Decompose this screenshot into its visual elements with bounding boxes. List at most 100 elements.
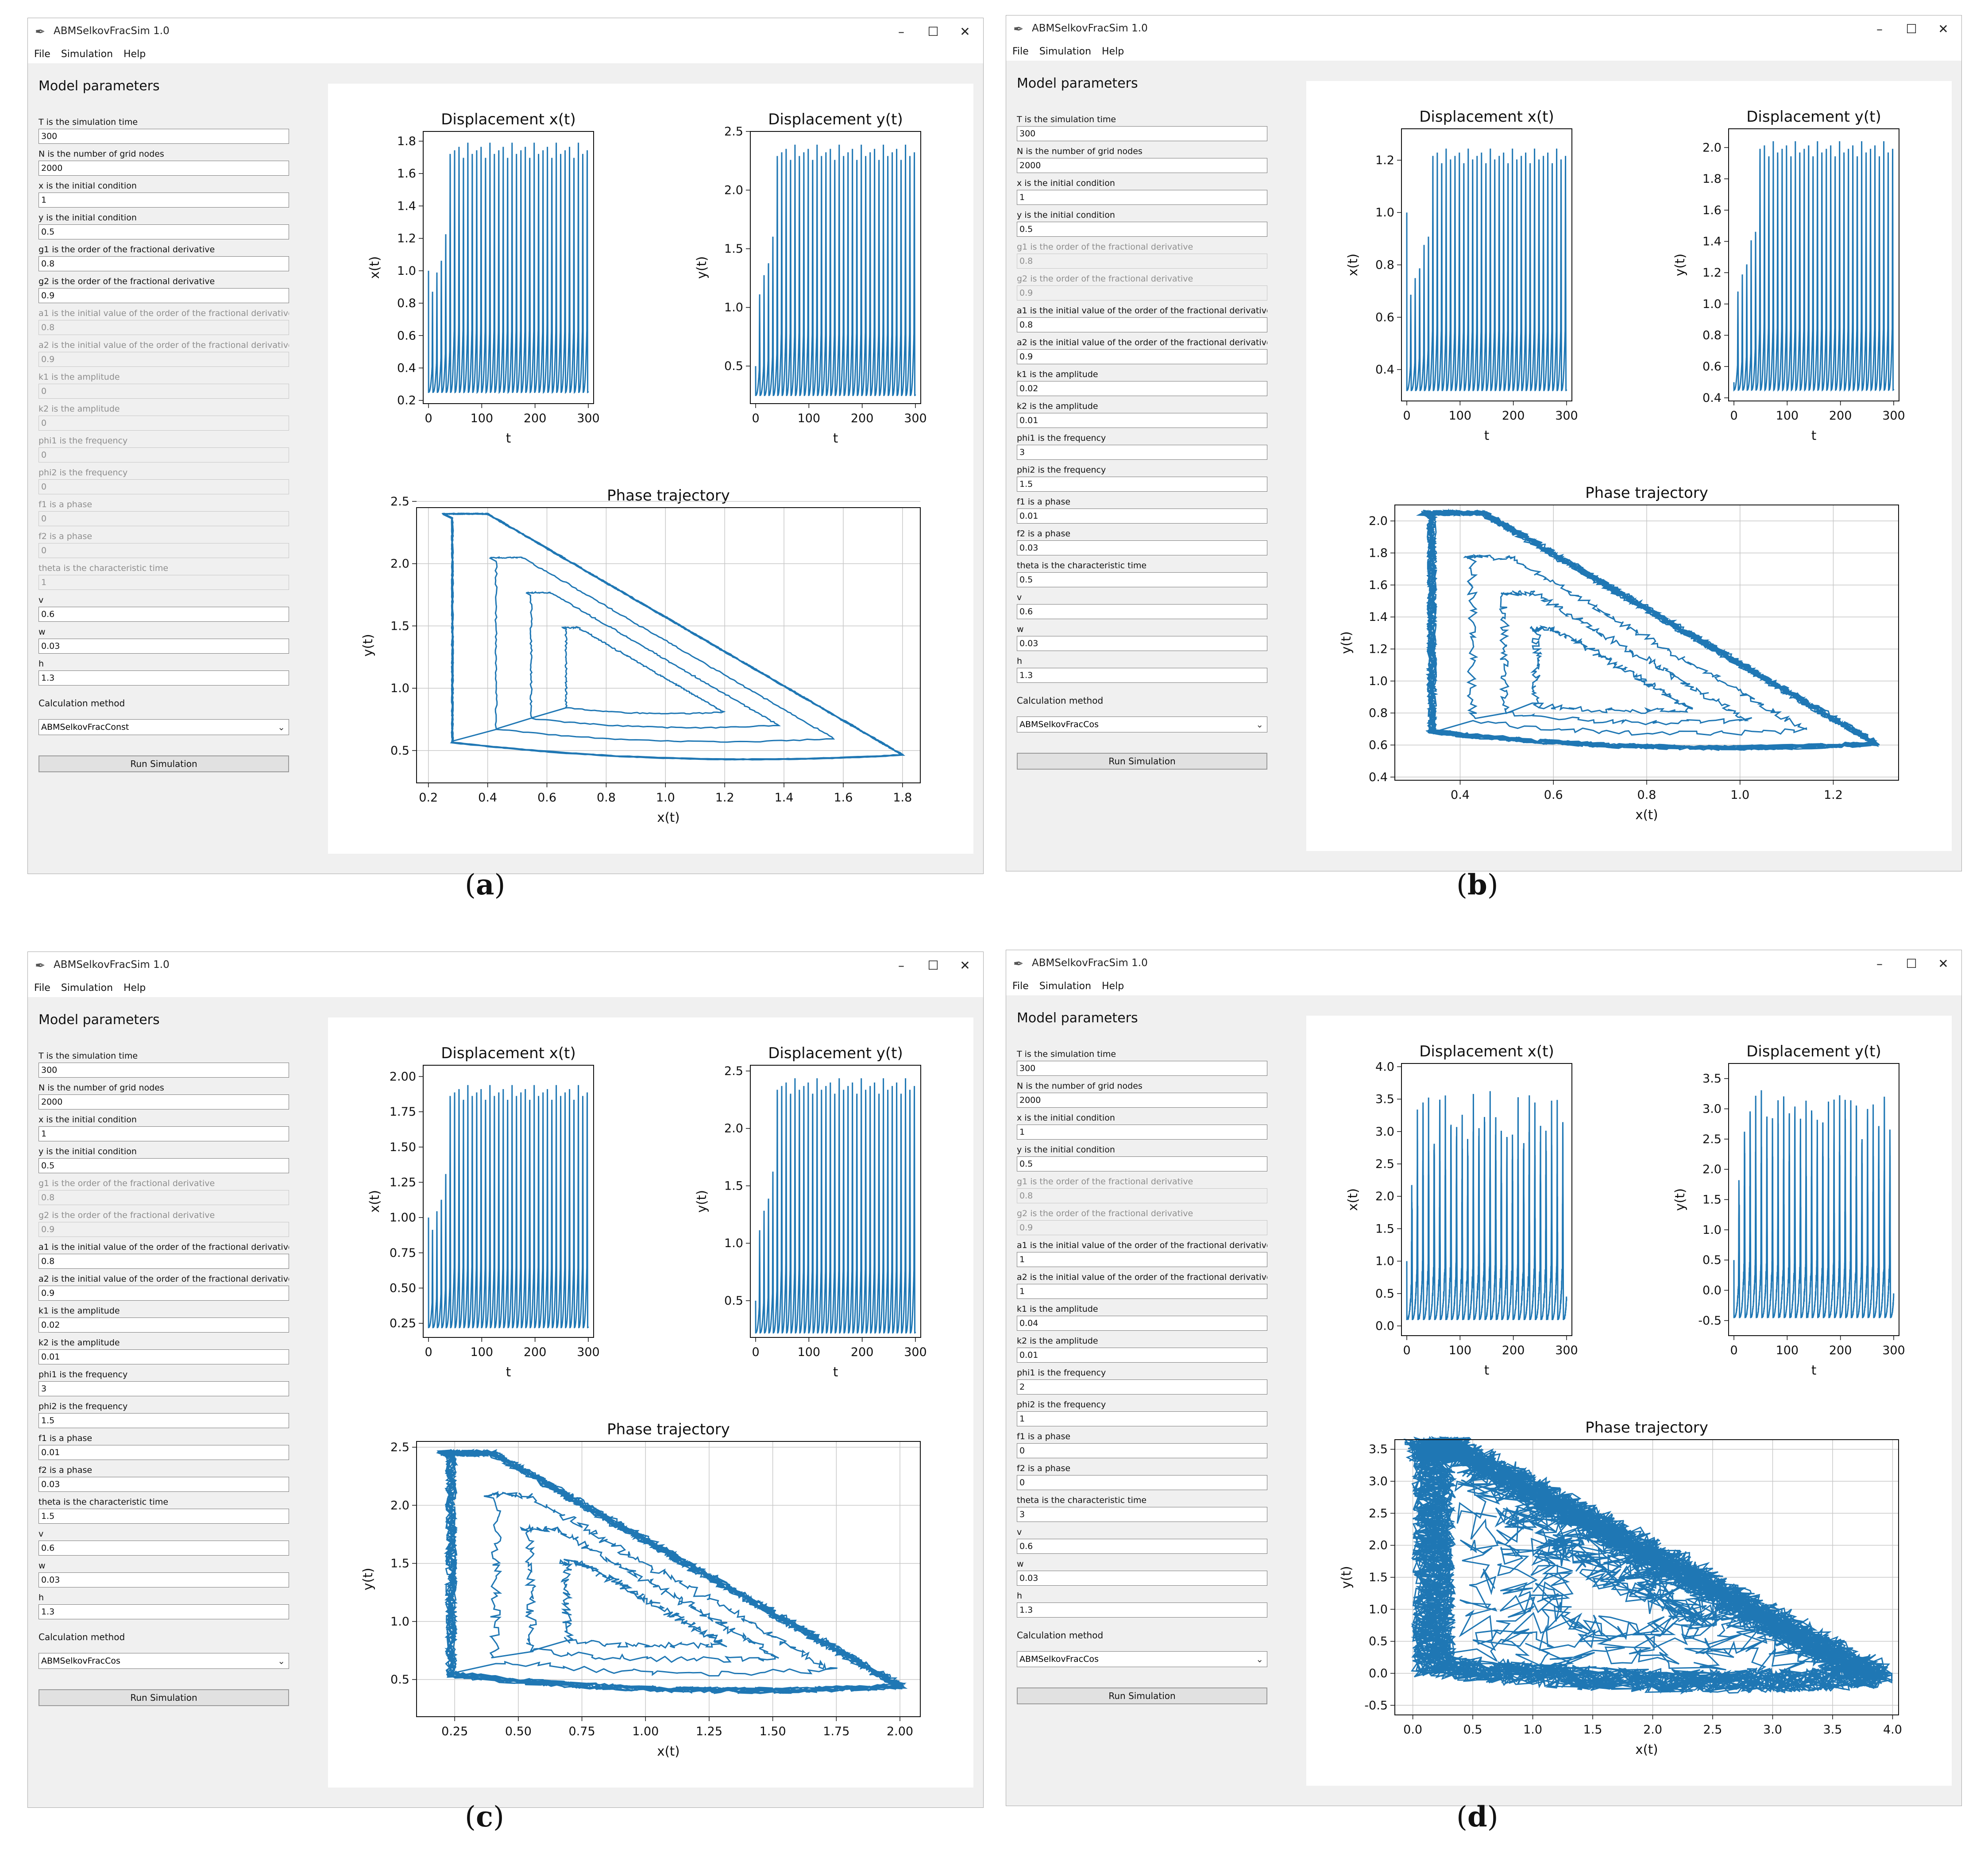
parameter-input[interactable]: 0.01: [1017, 1348, 1267, 1363]
caption-open: (: [465, 1801, 476, 1834]
parameter-input[interactable]: 0.03: [39, 639, 289, 654]
parameter-input[interactable]: 0.9: [39, 1286, 289, 1301]
calculation-method-select[interactable]: ABMSelkovFracConst ⌄: [39, 719, 289, 735]
parameter-input[interactable]: 0.6: [1017, 1539, 1267, 1554]
close-button[interactable]: ✕: [960, 24, 970, 39]
parameter-input[interactable]: 2000: [1017, 158, 1267, 173]
parameter-input[interactable]: 2: [1017, 1379, 1267, 1395]
parameter-input[interactable]: 0.5: [1017, 1156, 1267, 1171]
minimize-button[interactable]: –: [898, 24, 904, 39]
run-simulation-button[interactable]: Run Simulation: [39, 755, 289, 772]
parameter-input[interactable]: 0.9: [1017, 349, 1267, 364]
parameter-input[interactable]: 0.8: [39, 1254, 289, 1269]
parameter-input[interactable]: 300: [1017, 126, 1267, 141]
maximize-button[interactable]: ☐: [1906, 22, 1917, 36]
x-tick-label: 200: [1829, 1344, 1852, 1357]
parameter-input[interactable]: 1: [1017, 1411, 1267, 1426]
run-simulation-button[interactable]: Run Simulation: [1017, 753, 1267, 770]
menu-file[interactable]: File: [34, 49, 50, 60]
parameter-input[interactable]: 300: [39, 129, 289, 144]
run-simulation-button[interactable]: Run Simulation: [1017, 1687, 1267, 1704]
maximize-button[interactable]: ☐: [1906, 956, 1917, 971]
parameter-input[interactable]: 0.01: [1017, 413, 1267, 428]
parameter-input[interactable]: 1.5: [39, 1413, 289, 1428]
parameter-input[interactable]: 0.02: [1017, 381, 1267, 396]
minimize-button[interactable]: –: [1876, 22, 1883, 36]
menu-help[interactable]: Help: [1102, 981, 1124, 992]
minimize-button[interactable]: –: [1876, 956, 1883, 971]
close-button[interactable]: ✕: [960, 958, 970, 973]
close-button[interactable]: ✕: [1938, 956, 1949, 971]
parameter-input[interactable]: 1: [1017, 1252, 1267, 1267]
parameter-row: T is the simulation time 300: [39, 1049, 289, 1081]
parameter-input[interactable]: 0.03: [1017, 540, 1267, 555]
menu-file[interactable]: File: [1012, 46, 1029, 57]
minimize-button[interactable]: –: [898, 958, 904, 973]
parameter-input[interactable]: 1.3: [1017, 668, 1267, 683]
parameter-input[interactable]: 0.6: [39, 607, 289, 622]
parameter-input[interactable]: 0.03: [39, 1477, 289, 1492]
parameter-input[interactable]: 0.02: [39, 1318, 289, 1333]
parameter-input[interactable]: 300: [39, 1063, 289, 1078]
calculation-method-select[interactable]: ABMSelkovFracCos ⌄: [1017, 1651, 1267, 1667]
parameter-input[interactable]: 1: [1017, 1125, 1267, 1140]
plot-canvas: Displacement x(t) 0 100 200 300 0.25 0.50 0.75 1…: [328, 1017, 973, 1788]
parameter-input[interactable]: 0.8: [39, 256, 289, 271]
parameter-input[interactable]: 1: [1017, 190, 1267, 205]
parameter-input[interactable]: 0: [1017, 1475, 1267, 1490]
parameter-row: w 0.03: [39, 1559, 289, 1591]
parameter-input[interactable]: 1.3: [39, 1604, 289, 1619]
parameter-input[interactable]: 0.03: [1017, 636, 1267, 651]
parameter-input[interactable]: 0.5: [39, 1158, 289, 1173]
menu-simulation[interactable]: Simulation: [61, 982, 113, 994]
maximize-button[interactable]: ☐: [927, 958, 939, 973]
x-tick-label: 1.8: [893, 791, 912, 805]
menu-file[interactable]: File: [34, 982, 50, 994]
parameter-input[interactable]: 1: [1017, 1284, 1267, 1299]
parameter-input[interactable]: 0.01: [39, 1349, 289, 1364]
menu-simulation[interactable]: Simulation: [61, 49, 113, 60]
parameter-label: y is the initial condition: [1017, 210, 1115, 220]
parameter-input[interactable]: 0.01: [39, 1445, 289, 1460]
parameter-row: a2 is the initial value of the order of …: [39, 1272, 289, 1304]
menu-help[interactable]: Help: [124, 982, 146, 994]
parameter-input[interactable]: 1: [39, 193, 289, 208]
calculation-method-select[interactable]: ABMSelkovFracCos ⌄: [1017, 717, 1267, 732]
parameter-input[interactable]: 0.03: [1017, 1571, 1267, 1586]
menu-simulation[interactable]: Simulation: [1039, 981, 1092, 992]
parameter-input[interactable]: 2000: [39, 1094, 289, 1109]
run-simulation-button[interactable]: Run Simulation: [39, 1689, 289, 1706]
parameter-input[interactable]: 0.5: [39, 224, 289, 239]
parameter-input[interactable]: 0.8: [1017, 317, 1267, 332]
maximize-button[interactable]: ☐: [927, 24, 939, 39]
parameter-input[interactable]: 3: [1017, 445, 1267, 460]
parameter-input[interactable]: 1.5: [1017, 477, 1267, 492]
parameter-input[interactable]: 0.6: [39, 1541, 289, 1556]
parameter-input[interactable]: 1.3: [39, 670, 289, 686]
calculation-method-select[interactable]: ABMSelkovFracCos ⌄: [39, 1653, 289, 1669]
parameter-input[interactable]: 3: [1017, 1507, 1267, 1522]
parameter-input[interactable]: 0.04: [1017, 1316, 1267, 1331]
parameter-input[interactable]: 0.5: [1017, 572, 1267, 587]
parameter-input[interactable]: 0.9: [39, 288, 289, 303]
parameter-input[interactable]: 1.5: [39, 1509, 289, 1524]
menu-simulation[interactable]: Simulation: [1039, 46, 1092, 57]
series-line: [1406, 148, 1567, 391]
parameter-input[interactable]: 2000: [39, 161, 289, 176]
parameter-input[interactable]: 1: [39, 1126, 289, 1141]
series-line: [1733, 141, 1895, 392]
parameter-input[interactable]: 1.3: [1017, 1603, 1267, 1618]
parameter-input[interactable]: 3: [39, 1381, 289, 1396]
parameter-input[interactable]: 0.5: [1017, 222, 1267, 237]
parameter-input[interactable]: 0.6: [1017, 604, 1267, 619]
parameter-input[interactable]: 2000: [1017, 1093, 1267, 1108]
menu-help[interactable]: Help: [124, 49, 146, 60]
parameter-input[interactable]: 0: [1017, 1443, 1267, 1458]
menu-help[interactable]: Help: [1102, 46, 1124, 57]
menu-file[interactable]: File: [1012, 981, 1029, 992]
parameter-input[interactable]: 0.01: [1017, 509, 1267, 524]
parameter-input[interactable]: 0.03: [39, 1572, 289, 1587]
x-tick-label: 3.5: [1823, 1723, 1842, 1737]
parameter-input[interactable]: 300: [1017, 1061, 1267, 1076]
close-button[interactable]: ✕: [1938, 22, 1949, 36]
